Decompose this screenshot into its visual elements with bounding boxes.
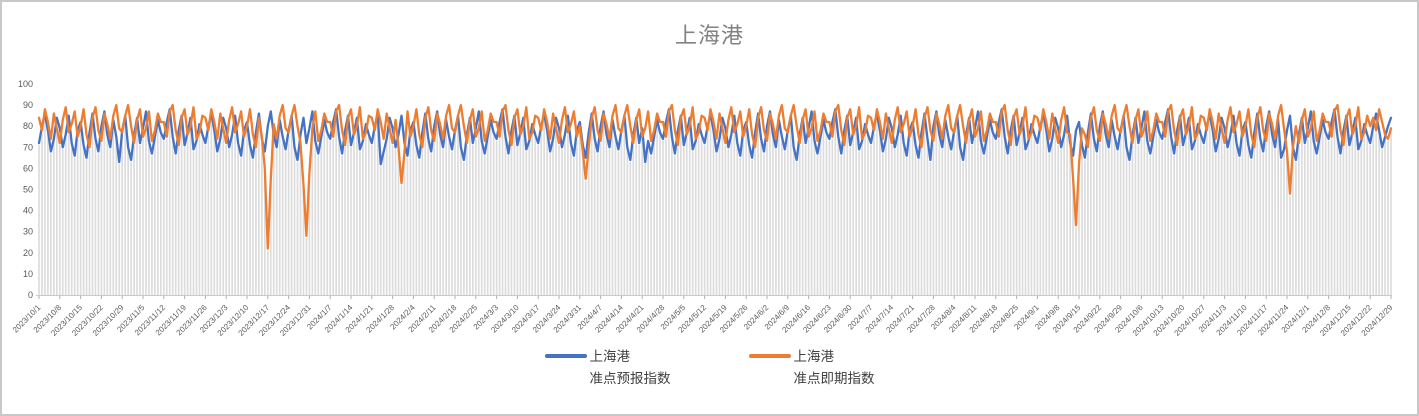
y-tick-label: 0: [28, 290, 33, 300]
y-tick-label: 80: [23, 121, 33, 131]
chart-legend: 上海港 准点预报指数 上海港 准点即期指数: [2, 346, 1417, 389]
legend-label-index: 准点预报指数: [589, 370, 671, 386]
legend-label-port: 上海港: [589, 349, 631, 364]
y-tick-label: 60: [23, 163, 33, 173]
spot-line-swatch: [748, 354, 791, 358]
legend-label-spot: 上海港 准点即期指数: [794, 346, 875, 389]
y-tick-label: 10: [23, 269, 33, 279]
series-forecast-line[interactable]: [37, 108, 1393, 166]
y-tick-label: 90: [23, 100, 33, 110]
forecast-line-swatch: [544, 354, 587, 358]
legend-item-forecast[interactable]: 上海港 准点预报指数: [544, 346, 671, 389]
y-tick-label: 30: [23, 227, 33, 237]
legend-item-spot[interactable]: 上海港 准点即期指数: [748, 346, 875, 389]
y-tick-label: 70: [23, 142, 33, 152]
y-tick-label: 100: [18, 79, 33, 89]
legend-label-index: 准点即期指数: [793, 370, 875, 386]
chart-title: 上海港: [674, 23, 744, 48]
series-spot-line[interactable]: [37, 103, 1393, 250]
y-tick-label: 50: [23, 185, 33, 195]
y-tick-label: 40: [23, 206, 33, 216]
legend-label-forecast: 上海港 准点预报指数: [590, 346, 671, 389]
y-tick-label: 20: [23, 248, 33, 258]
legend-label-port: 上海港: [793, 349, 835, 364]
